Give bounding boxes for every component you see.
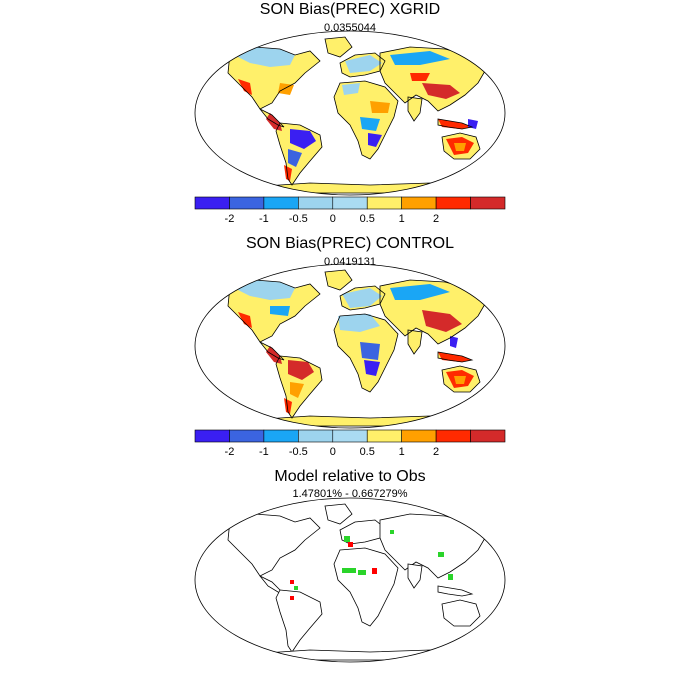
colorbar-swatch xyxy=(470,429,506,443)
colorbar-tick-label: -2 xyxy=(225,213,235,225)
colorbar-swatch xyxy=(366,429,402,443)
panel-1-bias-patches xyxy=(230,47,478,181)
panel-1-globe-outline xyxy=(194,30,506,196)
panel-3-coastlines xyxy=(227,503,486,661)
panel-2-map xyxy=(194,263,506,429)
colorbar-swatch xyxy=(435,196,471,210)
panel-1-map xyxy=(194,30,506,196)
colorbar-1: -2 -1 -0.5 0 0.5 1 2 xyxy=(194,196,506,225)
panel-3-subtitle: 1.47801% - 0.667279% xyxy=(292,488,408,500)
colorbar-2: -2 -1 -0.5 0 0.5 1 2 xyxy=(194,429,506,458)
panel-2-subtitle: 0.0419131 xyxy=(324,256,376,268)
colorbar-tick-label: 2 xyxy=(433,213,439,225)
colorbar-tick-label: -0.5 xyxy=(289,446,308,458)
colorbar-swatch xyxy=(435,429,471,443)
panel-3-globe-outline xyxy=(194,497,506,663)
colorbar-swatch xyxy=(470,196,506,210)
colorbar-tick-label: 1 xyxy=(399,446,405,458)
colorbar-tick-label: -2 xyxy=(225,446,235,458)
panel-2-title: SON Bias(PREC) CONTROL xyxy=(245,235,455,252)
colorbar-swatch xyxy=(263,429,299,443)
colorbar-swatch xyxy=(401,429,437,443)
colorbar-tick-label: 0 xyxy=(330,446,336,458)
colorbar-tick-label: 0.5 xyxy=(360,446,375,458)
colorbar-tick-label: -0.5 xyxy=(289,213,308,225)
colorbar-swatch xyxy=(229,196,265,210)
colorbar-swatch xyxy=(366,196,402,210)
colorbar-swatch xyxy=(298,429,334,443)
panel-3-map xyxy=(194,497,506,663)
colorbar-tick-label: -1 xyxy=(259,213,269,225)
colorbar-tick-label: 2 xyxy=(433,446,439,458)
colorbar-swatch xyxy=(298,196,334,210)
panel-2-globe-outline xyxy=(194,263,506,429)
colorbar-swatch xyxy=(229,429,265,443)
colorbar-swatch xyxy=(332,429,368,443)
colorbar-swatch xyxy=(263,196,299,210)
colorbar-swatch xyxy=(401,196,437,210)
panel-3-markers xyxy=(290,530,453,600)
colorbar-swatch xyxy=(332,196,368,210)
colorbar-swatch xyxy=(194,196,230,210)
colorbar-tick-label: 0.5 xyxy=(360,213,375,225)
colorbar-swatch xyxy=(194,429,230,443)
panel-3-title: Model relative to Obs xyxy=(274,468,426,485)
panel-1-title: SON Bias(PREC) XGRID xyxy=(259,1,441,18)
colorbar-tick-label: -1 xyxy=(259,446,269,458)
colorbar-tick-label: 0 xyxy=(330,213,336,225)
colorbar-tick-label: 1 xyxy=(399,213,405,225)
